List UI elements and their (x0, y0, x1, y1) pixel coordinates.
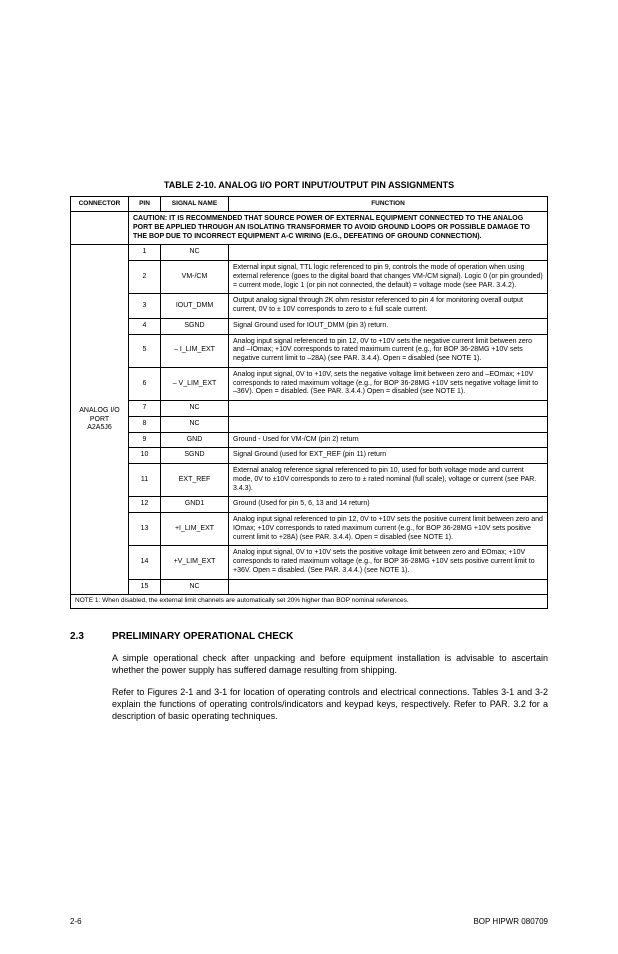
pin-cell: 3 (129, 294, 161, 319)
header-signal: SIGNAL NAME (161, 197, 229, 212)
function-cell: Analog input signal, 0V to +10V sets the… (229, 546, 548, 579)
table-row: 15NC (71, 579, 548, 595)
table-row: 12GND1Ground (Used for pin 5, 6, 13 and … (71, 497, 548, 513)
function-cell (229, 416, 548, 432)
signal-cell: VM-/CM (161, 261, 229, 294)
function-cell (229, 245, 548, 261)
table-row: 7NC (71, 401, 548, 417)
body-paragraph-2: Refer to Figures 2-1 and 3-1 for locatio… (112, 686, 548, 722)
function-cell: Analog input signal referenced to pin 12… (229, 334, 548, 367)
pin-assignments-table: CONNECTOR PIN SIGNAL NAME FUNCTION CAUTI… (70, 196, 548, 609)
pin-cell: 8 (129, 416, 161, 432)
table-row: 4SGNDSignal Ground used for IOUT_DMM (pi… (71, 318, 548, 334)
function-cell (229, 401, 548, 417)
pin-cell: 11 (129, 464, 161, 497)
signal-cell: NC (161, 245, 229, 261)
table-row: 2VM-/CMExternal input signal, TTL logic … (71, 261, 548, 294)
signal-cell: EXT_REF (161, 464, 229, 497)
signal-cell: NC (161, 401, 229, 417)
table-row: 13+I_LIM_EXTAnalog input signal referenc… (71, 513, 548, 546)
pin-cell: 5 (129, 334, 161, 367)
header-pin: PIN (129, 197, 161, 212)
table-row: 11EXT_REFExternal analog reference signa… (71, 464, 548, 497)
function-cell: Ground (Used for pin 5, 6, 13 and 14 ret… (229, 497, 548, 513)
table-row: 14+V_LIM_EXTAnalog input signal, 0V to +… (71, 546, 548, 579)
signal-cell: IOUT_DMM (161, 294, 229, 319)
table-row: ANALOG I/OPORTA2A5J61NC (71, 245, 548, 261)
note-row: NOTE 1: When disabled, the external limi… (71, 595, 548, 608)
header-connector: CONNECTOR (71, 197, 129, 212)
function-cell: External input signal, TTL logic referen… (229, 261, 548, 294)
function-cell: Analog input signal referenced to pin 12… (229, 513, 548, 546)
function-cell: Output analog signal through 2K ohm resi… (229, 294, 548, 319)
function-cell (229, 579, 548, 595)
note-text: NOTE 1: When disabled, the external limi… (71, 595, 548, 608)
signal-cell: GND1 (161, 497, 229, 513)
signal-cell: SGND (161, 448, 229, 464)
table-title: TABLE 2-10. ANALOG I/O PORT INPUT/OUTPUT… (70, 180, 548, 190)
signal-cell: +V_LIM_EXT (161, 546, 229, 579)
signal-cell: +I_LIM_EXT (161, 513, 229, 546)
page-footer: 2-6 BOP HIPWR 080709 (70, 917, 548, 926)
table-row: 8NC (71, 416, 548, 432)
pin-cell: 13 (129, 513, 161, 546)
section-title: PRELIMINARY OPERATIONAL CHECK (112, 631, 293, 642)
page: TABLE 2-10. ANALOG I/O PORT INPUT/OUTPUT… (0, 0, 618, 954)
pin-cell: 4 (129, 318, 161, 334)
table-row: 3IOUT_DMMOutput analog signal through 2K… (71, 294, 548, 319)
function-cell: External analog reference signal referen… (229, 464, 548, 497)
pin-cell: 6 (129, 367, 161, 400)
pin-cell: 14 (129, 546, 161, 579)
page-number: 2-6 (70, 917, 82, 926)
pin-cell: 9 (129, 432, 161, 448)
function-cell: Signal Ground used for IOUT_DMM (pin 3) … (229, 318, 548, 334)
section-heading: 2.3PRELIMINARY OPERATIONAL CHECK (70, 631, 548, 642)
function-cell: Analog input signal, 0V to +10V, sets th… (229, 367, 548, 400)
signal-cell: – V_LIM_EXT (161, 367, 229, 400)
table-row: 6– V_LIM_EXTAnalog input signal, 0V to +… (71, 367, 548, 400)
table-row: 5– I_LIM_EXTAnalog input signal referenc… (71, 334, 548, 367)
function-cell: Ground - Used for VM-/CM (pin 2) return (229, 432, 548, 448)
pin-cell: 1 (129, 245, 161, 261)
body-paragraph-1: A simple operational check after unpacki… (112, 652, 548, 676)
signal-cell: – I_LIM_EXT (161, 334, 229, 367)
table-row: 9GNDGround - Used for VM-/CM (pin 2) ret… (71, 432, 548, 448)
pin-cell: 12 (129, 497, 161, 513)
header-function: FUNCTION (229, 197, 548, 212)
pin-cell: 2 (129, 261, 161, 294)
section-number: 2.3 (70, 631, 112, 642)
function-cell: Signal Ground (used for EXT_REF (pin 11)… (229, 448, 548, 464)
caution-row: CAUTION: IT IS RECOMMENDED THAT SOURCE P… (71, 212, 548, 245)
table-body: CAUTION: IT IS RECOMMENDED THAT SOURCE P… (71, 212, 548, 608)
doc-id: BOP HIPWR 080709 (473, 917, 548, 926)
caution-text: CAUTION: IT IS RECOMMENDED THAT SOURCE P… (129, 212, 548, 245)
signal-cell: GND (161, 432, 229, 448)
table-row: 10SGNDSignal Ground (used for EXT_REF (p… (71, 448, 548, 464)
pin-cell: 15 (129, 579, 161, 595)
table-header: CONNECTOR PIN SIGNAL NAME FUNCTION (71, 197, 548, 212)
signal-cell: NC (161, 416, 229, 432)
pin-cell: 7 (129, 401, 161, 417)
pin-cell: 10 (129, 448, 161, 464)
connector-cell: ANALOG I/OPORTA2A5J6 (71, 245, 129, 595)
signal-cell: NC (161, 579, 229, 595)
signal-cell: SGND (161, 318, 229, 334)
